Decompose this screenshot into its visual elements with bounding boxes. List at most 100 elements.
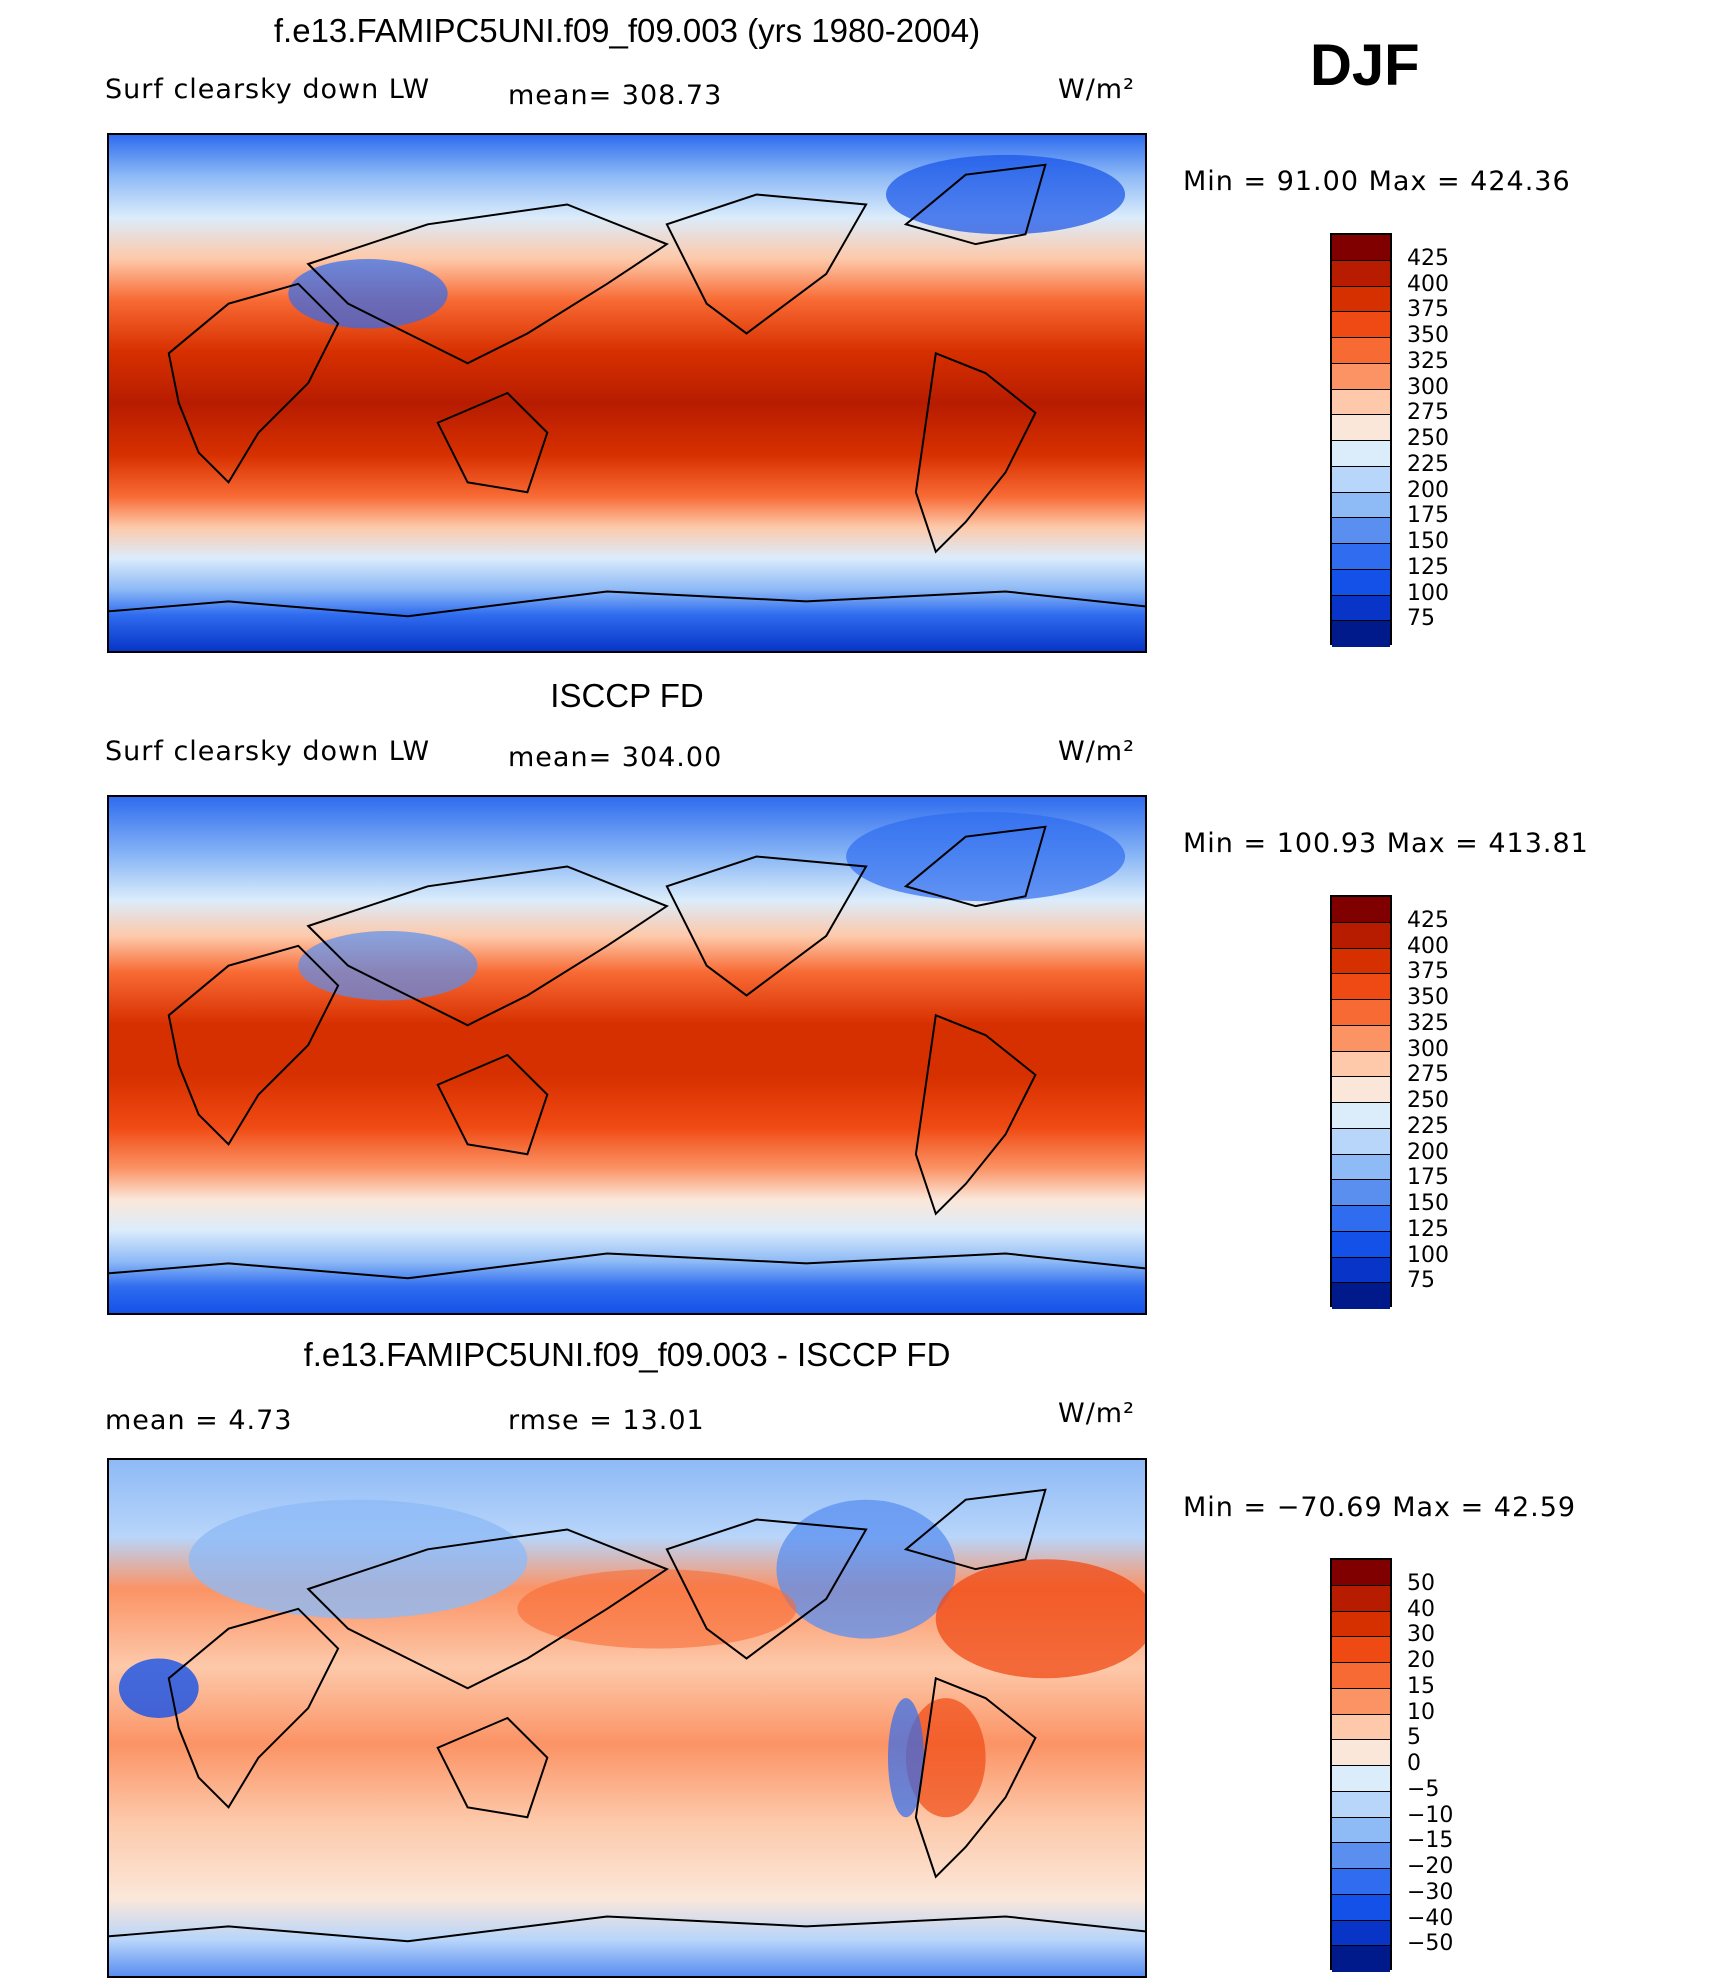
- colorbar-segment: [1332, 1128, 1390, 1155]
- panel-3-minmax: Min = −70.69 Max = 42.59: [1183, 1492, 1577, 1523]
- panel-3-units: W/m²: [1058, 1398, 1135, 1429]
- colorbar-segment: [1332, 1103, 1390, 1129]
- colorbar-tick-label: 10: [1407, 1699, 1435, 1725]
- colorbar-segment: [1332, 260, 1390, 287]
- panel-1-map: [107, 133, 1147, 653]
- colorbar-segment: [1332, 1817, 1390, 1844]
- colorbar-tick-label: −15: [1407, 1828, 1454, 1854]
- colorbar-tick-label: 5: [1407, 1725, 1421, 1751]
- colorbar-tick-label: 275: [1407, 400, 1449, 426]
- colorbar-segment: [1332, 1740, 1390, 1766]
- panel-1-minmax: Min = 91.00 Max = 424.36: [1183, 166, 1571, 197]
- colorbar-segment: [1332, 1000, 1390, 1026]
- colorbar-tick-label: 100: [1407, 1242, 1449, 1268]
- colorbar-segment: [1332, 897, 1390, 923]
- season-label: DJF: [1310, 33, 1420, 98]
- colorbar-segment: [1332, 1920, 1390, 1947]
- colorbar-tick-label: 250: [1407, 426, 1449, 451]
- colorbar-tick-label: 300: [1407, 374, 1449, 400]
- panel-3-map-svg: [109, 1460, 1145, 1976]
- colorbar-tick-label: 200: [1407, 477, 1449, 503]
- colorbar-tick-label: 325: [1407, 1010, 1449, 1036]
- colorbar-segment: [1332, 1154, 1390, 1181]
- colorbar-segment: [1332, 595, 1390, 622]
- colorbar-tick-label: 15: [1407, 1673, 1435, 1699]
- colorbar-tick-label: −40: [1407, 1905, 1454, 1931]
- colorbar-tick-label: 20: [1407, 1648, 1435, 1673]
- colorbar-tick-label: 425: [1407, 907, 1449, 933]
- panel-2-minmax: Min = 100.93 Max = 413.81: [1183, 828, 1589, 859]
- colorbar-tick-label: −50: [1407, 1931, 1454, 1957]
- colorbar-segment: [1332, 1283, 1390, 1309]
- colorbar-segment: [1332, 974, 1390, 1000]
- panel-3-title: f.e13.FAMIPC5UNI.f09_f09.003 - ISCCP FD: [303, 1336, 951, 1373]
- panel-1-variable-label: Surf clearsky down LW: [105, 74, 431, 105]
- colorbar-segment: [1332, 1766, 1390, 1792]
- colorbar-tick-label: −5: [1407, 1776, 1440, 1802]
- panel-2-mean-label: mean= 304.00: [508, 742, 723, 773]
- colorbar-segment: [1332, 1257, 1390, 1284]
- colorbar-tick-label: 150: [1407, 1191, 1449, 1216]
- colorbar-tick-label: 425: [1407, 245, 1449, 271]
- colorbar-tick-label: 125: [1407, 554, 1449, 580]
- colorbar-segment: [1332, 1688, 1390, 1715]
- panel-2-colorbar: [1330, 895, 1392, 1309]
- colorbar-tick-label: 75: [1407, 1268, 1435, 1294]
- colorbar-tick-label: 400: [1407, 271, 1449, 297]
- colorbar-tick-label: −10: [1407, 1802, 1454, 1828]
- panel-2-variable-label: Surf clearsky down LW: [105, 736, 431, 767]
- colorbar-tick-label: 100: [1407, 580, 1449, 606]
- colorbar-tick-label: 125: [1407, 1216, 1449, 1242]
- colorbar-segment: [1332, 1206, 1390, 1232]
- panel-2-map-svg: [109, 797, 1145, 1313]
- colorbar-tick-label: 150: [1407, 529, 1449, 554]
- colorbar-segment: [1332, 415, 1390, 441]
- panel-1-map-svg: [109, 135, 1145, 651]
- colorbar-segment: [1332, 569, 1390, 596]
- panel-1-units: W/m²: [1058, 74, 1135, 105]
- colorbar-segment: [1332, 1560, 1390, 1586]
- colorbar-tick-label: 225: [1407, 1113, 1449, 1139]
- colorbar-segment: [1332, 518, 1390, 544]
- colorbar-tick-label: 30: [1407, 1622, 1435, 1648]
- colorbar-segment: [1332, 338, 1390, 364]
- colorbar-tick-label: 0: [1407, 1751, 1421, 1776]
- panel-2-units: W/m²: [1058, 736, 1135, 767]
- panel-3-colorbar: [1330, 1558, 1392, 1972]
- colorbar-tick-label: 325: [1407, 348, 1449, 374]
- colorbar-segment: [1332, 1946, 1390, 1972]
- colorbar-segment: [1332, 1637, 1390, 1663]
- colorbar-segment: [1332, 1077, 1390, 1103]
- panel-1-colorbar: [1330, 233, 1392, 647]
- colorbar-segment: [1332, 235, 1390, 261]
- colorbar-segment: [1332, 492, 1390, 519]
- panel-3-rmse-label: rmse = 13.01: [508, 1405, 705, 1436]
- colorbar-tick-label: 250: [1407, 1088, 1449, 1113]
- colorbar-tick-label: 375: [1407, 297, 1449, 323]
- colorbar-segment: [1332, 1051, 1390, 1078]
- colorbar-segment: [1332, 922, 1390, 949]
- colorbar-segment: [1332, 363, 1390, 390]
- colorbar-tick-label: 175: [1407, 1165, 1449, 1191]
- colorbar-tick-label: 275: [1407, 1062, 1449, 1088]
- colorbar-segment: [1332, 1231, 1390, 1258]
- colorbar-segment: [1332, 389, 1390, 416]
- colorbar-tick-label: 375: [1407, 959, 1449, 985]
- panel-3-map: [107, 1458, 1147, 1978]
- colorbar-segment: [1332, 466, 1390, 493]
- colorbar-tick-label: 225: [1407, 451, 1449, 477]
- colorbar-segment: [1332, 1180, 1390, 1206]
- colorbar-segment: [1332, 544, 1390, 570]
- panel-1-title: f.e13.FAMIPC5UNI.f09_f09.003 (yrs 1980-2…: [273, 12, 981, 49]
- colorbar-segment: [1332, 1585, 1390, 1612]
- colorbar-segment: [1332, 1869, 1390, 1895]
- colorbar-tick-label: 350: [1407, 323, 1449, 348]
- colorbar-segment: [1332, 1894, 1390, 1921]
- colorbar-segment: [1332, 286, 1390, 313]
- colorbar-segment: [1332, 621, 1390, 647]
- colorbar-tick-label: −30: [1407, 1879, 1454, 1905]
- panel-2-title: ISCCP FD: [550, 677, 704, 714]
- panel-1-mean-label: mean= 308.73: [508, 80, 723, 111]
- colorbar-tick-label: 300: [1407, 1036, 1449, 1062]
- colorbar-segment: [1332, 312, 1390, 338]
